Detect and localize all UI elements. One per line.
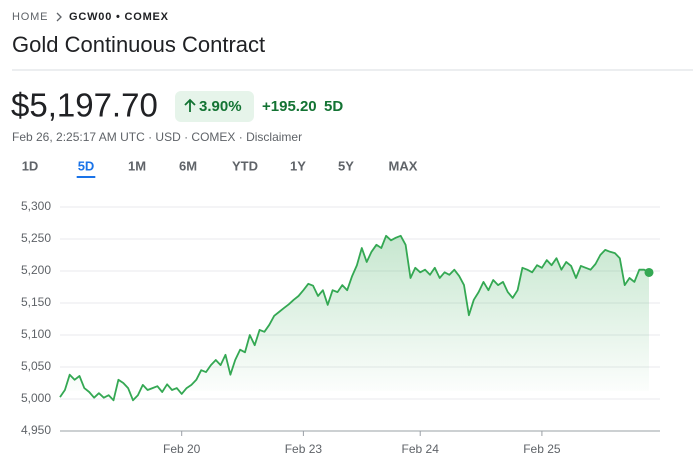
y-tick-label: 5,300	[21, 199, 51, 213]
range-tab[interactable]: YTD	[232, 158, 258, 173]
range-tab[interactable]: 1D	[22, 158, 39, 173]
range-tab[interactable]: 6M	[179, 158, 197, 173]
range-tab[interactable]: MAX	[389, 158, 418, 173]
change-period: 5D	[324, 98, 343, 115]
quote-info: Feb 26, 2:25:17 AM UTC · USD · COMEX · D…	[12, 130, 302, 144]
y-tick-label: 5,250	[21, 231, 51, 245]
y-tick-label: 5,000	[21, 391, 51, 405]
range-tab[interactable]: 5Y	[338, 158, 354, 173]
range-tab[interactable]: 5D	[78, 158, 95, 173]
price-line	[59, 234, 650, 402]
y-tick-label: 5,100	[21, 327, 51, 341]
x-tick-label: Feb 20	[163, 442, 201, 456]
x-tick-label: Feb 24	[402, 442, 440, 456]
change-value: +195.20	[262, 98, 317, 115]
up-arrow	[184, 98, 196, 112]
chart: 4,950 5,000 5,050 5,100 5,150 5,200 5,250 5,300…	[21, 199, 660, 456]
breadcrumb-home[interactable]: HOME	[12, 11, 48, 23]
breadcrumb-symbol: GCW00 • COMEX	[69, 11, 169, 23]
range-tab[interactable]: 1Y	[290, 158, 306, 173]
x-tick-label: Feb 25	[523, 442, 561, 456]
last-point	[644, 267, 654, 277]
x-tick-label: Feb 23	[285, 442, 323, 456]
page-title: Gold Continuous Contract	[12, 32, 265, 57]
breadcrumb-chevron	[56, 12, 62, 22]
area-fill	[60, 235, 649, 401]
range-tab[interactable]: 1M	[128, 158, 146, 173]
y-tick-label: 5,150	[21, 295, 51, 309]
change-percent: 3.90%	[199, 98, 242, 115]
range-tab-underline	[76, 176, 96, 178]
change-chip	[175, 91, 254, 122]
price: $5,197.70	[11, 87, 158, 124]
y-tick-label: 5,200	[21, 263, 51, 277]
y-tick-label: 5,050	[21, 359, 51, 373]
range-tabs: 1D 5D 1M 6M YTD 1Y 5Y MAX	[22, 158, 418, 178]
y-tick-label: 4,950	[21, 423, 51, 437]
